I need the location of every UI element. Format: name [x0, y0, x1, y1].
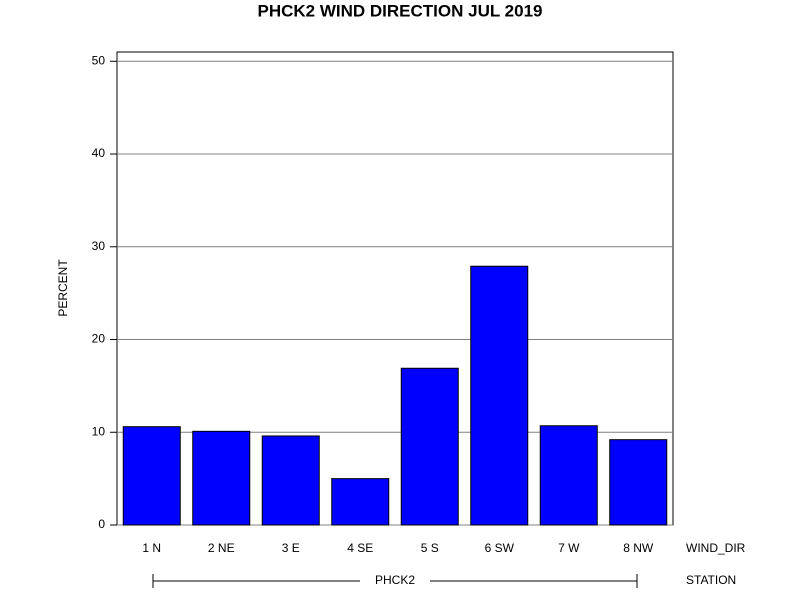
- y-tick-label: 20: [92, 332, 106, 346]
- x-tick-label: 6 SW: [485, 541, 515, 555]
- x-tick-label: 2 NE: [208, 541, 235, 555]
- y-tick-label: 50: [92, 53, 106, 67]
- x-tick-label: 1 N: [142, 541, 161, 555]
- x-tick-label: 5 S: [421, 541, 439, 555]
- y-tick-label: 0: [98, 517, 105, 531]
- x-tick-label: 8 NW: [623, 541, 654, 555]
- y-tick-label: 30: [92, 239, 106, 253]
- bar: [470, 265, 529, 526]
- group-bracket: [152, 574, 638, 588]
- bar: [400, 367, 459, 526]
- bar: [261, 435, 320, 526]
- y-tick-label: 10: [92, 424, 106, 438]
- bar: [539, 425, 598, 526]
- x-axis-label: WIND_DIR: [686, 541, 746, 555]
- bar: [609, 439, 668, 526]
- x-tick-label: 3 E: [282, 541, 300, 555]
- group-axis-label: STATION: [686, 573, 736, 587]
- x-tick-label: 4 SE: [347, 541, 373, 555]
- group-label: PHCK2: [375, 573, 415, 587]
- bar: [331, 478, 390, 526]
- y-tick-label: 40: [92, 146, 106, 160]
- x-tick-label: 7 W: [558, 541, 580, 555]
- bar: [122, 426, 181, 526]
- bar: [192, 430, 251, 526]
- y-axis-label: PERCENT: [56, 259, 70, 317]
- chart-title: PHCK2 WIND DIRECTION JUL 2019: [258, 1, 543, 20]
